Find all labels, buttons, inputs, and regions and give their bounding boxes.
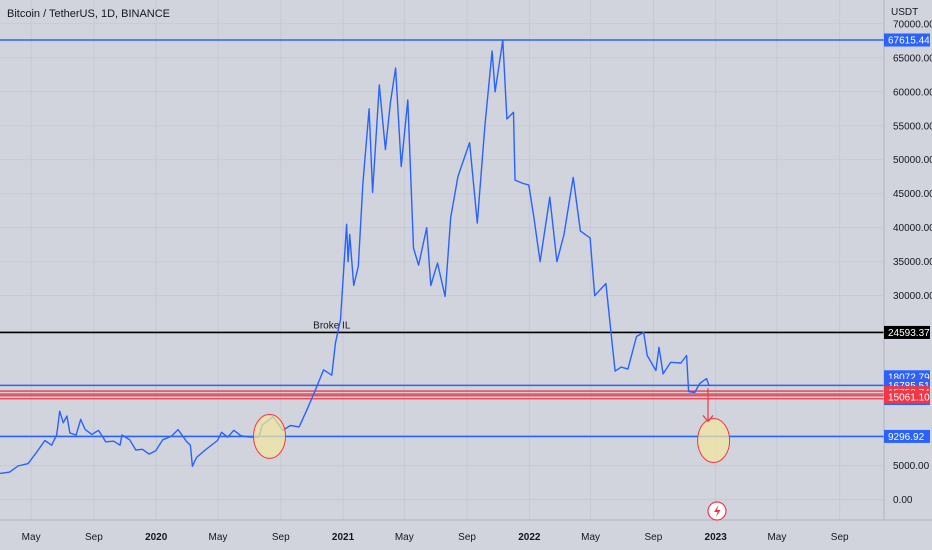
price-tag-label: 24593.37 bbox=[888, 328, 930, 339]
price-tag bbox=[884, 429, 930, 443]
replay-icon[interactable] bbox=[707, 501, 727, 521]
level-line-label: Broke IL bbox=[313, 320, 351, 331]
time-tick-label: May bbox=[767, 532, 786, 543]
time-tick-label: 2022 bbox=[518, 532, 541, 543]
time-tick-label: Sep bbox=[458, 532, 476, 543]
annotations bbox=[253, 388, 731, 463]
grid bbox=[0, 0, 884, 520]
price-tick-label: 0.00 bbox=[893, 495, 913, 506]
price-tick-label: 50000.00 bbox=[893, 155, 932, 166]
highlight-circle bbox=[697, 417, 731, 463]
price-tick-label: 30000.00 bbox=[893, 291, 932, 302]
time-tick-label: Sep bbox=[831, 532, 849, 543]
price-tag bbox=[884, 390, 930, 404]
time-tick-label: Sep bbox=[644, 532, 662, 543]
time-tick-label: 2023 bbox=[705, 532, 728, 543]
price-tick-label: 45000.00 bbox=[893, 189, 932, 200]
price-tag-label: 18072.79 bbox=[888, 372, 930, 383]
time-tick-label: Sep bbox=[85, 532, 103, 543]
price-axis-tags: 67615.4424593.3718072.7916803.6316785.51… bbox=[884, 33, 930, 443]
time-axis[interactable]: May Sep 2020 May Sep 2021 May Sep 2022 May Sep 2023… bbox=[22, 532, 849, 543]
price-tick-label: 35000.00 bbox=[893, 257, 932, 268]
price-tick-label: 70000.00 bbox=[893, 19, 932, 30]
price-tick-label: 40000.00 bbox=[893, 223, 932, 234]
price-tag-label: 9296.92 bbox=[888, 432, 925, 443]
price-tick-label: 5000.00 bbox=[893, 461, 930, 472]
down-arrow-head bbox=[702, 415, 714, 423]
price-line bbox=[0, 39, 710, 475]
time-tick-label: Sep bbox=[272, 532, 290, 543]
price-tag-label: 67615.44 bbox=[888, 35, 930, 46]
highlight-circle bbox=[253, 413, 287, 459]
currency-label[interactable]: USDT bbox=[891, 7, 918, 18]
price-tag-label: 15061.10 bbox=[888, 393, 930, 404]
time-tick-label: May bbox=[395, 532, 414, 543]
time-tick-label: 2021 bbox=[332, 532, 355, 543]
price-tag bbox=[884, 325, 930, 339]
time-tick-label: May bbox=[209, 532, 228, 543]
time-tick-label: 2020 bbox=[145, 532, 168, 543]
price-tick-label: 55000.00 bbox=[893, 121, 932, 132]
time-tick-label: May bbox=[22, 532, 41, 543]
symbol-title[interactable]: Bitcoin / TetherUS, 1D, BINANCE bbox=[7, 8, 170, 20]
price-axis[interactable]: 70000.00 65000.00 60000.00 55000.00 50000.00… bbox=[893, 19, 932, 506]
horizontal-lines[interactable]: Broke IL bbox=[0, 39, 884, 438]
price-tick-label: 60000.00 bbox=[893, 87, 932, 98]
time-tick-label: May bbox=[581, 532, 600, 543]
price-tick-label: 65000.00 bbox=[893, 53, 932, 64]
price-tag bbox=[884, 33, 930, 47]
